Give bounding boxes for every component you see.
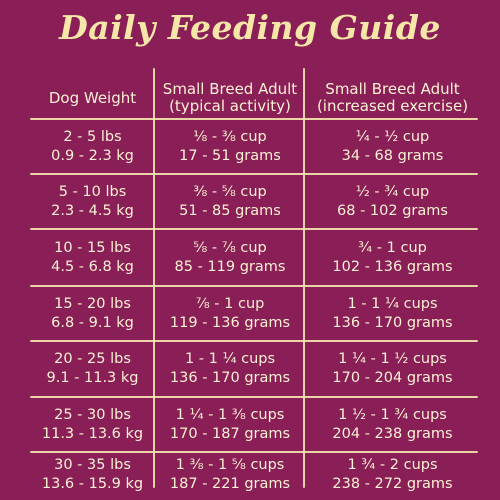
typical-grams: 136 - 170 grams bbox=[169, 369, 291, 386]
header-dog-weight-label: Dog Weight bbox=[48, 88, 137, 107]
typical-cell: ⅜ - ⅝ cup 51 - 85 grams bbox=[155, 173, 305, 230]
typical-grams: 170 - 187 grams bbox=[169, 425, 291, 442]
exercise-cups: 1 ½ - 1 ¾ cups bbox=[338, 406, 447, 423]
typical-cups: ⅞ - 1 cup bbox=[195, 295, 265, 312]
row-divider bbox=[30, 451, 478, 453]
exercise-cell: ½ - ¾ cup 68 - 102 grams bbox=[305, 173, 480, 230]
weight-cell: 30 - 35 lbs 13.6 - 15.9 kg bbox=[30, 452, 155, 498]
exercise-cell: 1 ½ - 1 ¾ cups 204 - 238 grams bbox=[305, 396, 480, 453]
table-row: 25 - 30 lbs 11.3 - 13.6 kg 1 ¼ - 1 ⅜ cups… bbox=[30, 396, 480, 453]
exercise-cups: 1 - 1 ¼ cups bbox=[347, 295, 438, 312]
weight-cell: 20 - 25 lbs 9.1 - 11.3 kg bbox=[30, 340, 155, 397]
exercise-cell: ¼ - ½ cup 34 - 68 grams bbox=[305, 118, 480, 175]
weight-kg: 13.6 - 15.9 kg bbox=[41, 476, 144, 492]
weight-kg: 2.3 - 4.5 kg bbox=[51, 202, 134, 219]
exercise-grams: 102 - 136 grams bbox=[332, 258, 453, 275]
header-exercise-line2: (increased exercise) bbox=[316, 97, 469, 115]
table-row: 30 - 35 lbs 13.6 - 15.9 kg 1 ⅜ - 1 ⅝ cups… bbox=[30, 452, 480, 498]
weight-kg: 6.8 - 9.1 kg bbox=[51, 314, 134, 331]
weight-cell: 15 - 20 lbs 6.8 - 9.1 kg bbox=[30, 285, 155, 342]
weight-lbs: 20 - 25 lbs bbox=[54, 350, 131, 367]
table-row: 10 - 15 lbs 4.5 - 6.8 kg ⅝ - ⅞ cup 85 - 11… bbox=[30, 229, 480, 286]
typical-grams: 51 - 85 grams bbox=[179, 202, 281, 219]
header-typical-activity: Small Breed Adult (typical activity) bbox=[155, 80, 305, 116]
weight-kg: 9.1 - 11.3 kg bbox=[46, 369, 139, 386]
header-exercise-line1: Small Breed Adult bbox=[325, 80, 460, 98]
exercise-cups: 1 ¼ - 1 ½ cups bbox=[338, 350, 447, 367]
row-divider bbox=[30, 118, 478, 120]
typical-cups: ⅛ - ⅜ cup bbox=[193, 128, 267, 145]
header-typical-line2: (typical activity) bbox=[169, 97, 291, 115]
weight-lbs: 15 - 20 lbs bbox=[54, 295, 131, 312]
header-typical-line1: Small Breed Adult bbox=[162, 80, 298, 98]
typical-cell: ⅞ - 1 cup 119 - 136 grams bbox=[155, 285, 305, 342]
weight-cell: 5 - 10 lbs 2.3 - 4.5 kg bbox=[30, 173, 155, 230]
weight-cell: 2 - 5 lbs 0.9 - 2.3 kg bbox=[30, 118, 155, 175]
typical-grams: 17 - 51 grams bbox=[179, 147, 281, 164]
header-increased-exercise: Small Breed Adult (increased exercise) bbox=[305, 80, 480, 116]
typical-cell: ⅛ - ⅜ cup 17 - 51 grams bbox=[155, 118, 305, 175]
typical-cell: ⅝ - ⅞ cup 85 - 119 grams bbox=[155, 229, 305, 286]
exercise-cell: ¾ - 1 cup 102 - 136 grams bbox=[305, 229, 480, 286]
weight-lbs: 2 - 5 lbs bbox=[63, 128, 122, 145]
exercise-grams: 136 - 170 grams bbox=[332, 314, 453, 331]
exercise-cell: 1 ¼ - 1 ½ cups 170 - 204 grams bbox=[305, 340, 480, 397]
exercise-cups: 1 ¾ - 2 cups bbox=[347, 457, 438, 473]
exercise-cell: 1 ¾ - 2 cups 238 - 272 grams bbox=[305, 452, 480, 498]
exercise-grams: 204 - 238 grams bbox=[332, 425, 453, 442]
row-divider bbox=[30, 340, 478, 342]
exercise-grams: 170 - 204 grams bbox=[332, 369, 453, 386]
table-row: 15 - 20 lbs 6.8 - 9.1 kg ⅞ - 1 cup 119 - 1… bbox=[30, 285, 480, 342]
exercise-grams: 68 - 102 grams bbox=[337, 202, 448, 219]
typical-cups: ⅝ - ⅞ cup bbox=[193, 239, 267, 256]
row-divider bbox=[30, 228, 478, 230]
exercise-grams: 238 - 272 grams bbox=[332, 476, 453, 492]
page-title: Daily Feeding Guide bbox=[59, 8, 441, 47]
weight-lbs: 10 - 15 lbs bbox=[54, 239, 131, 256]
column-divider bbox=[303, 68, 305, 488]
exercise-cups: ½ - ¾ cup bbox=[355, 183, 430, 200]
exercise-cups: ¼ - ½ cup bbox=[355, 128, 430, 145]
typical-cell: 1 ¼ - 1 ⅜ cups 170 - 187 grams bbox=[155, 396, 305, 453]
table-row: 5 - 10 lbs 2.3 - 4.5 kg ⅜ - ⅝ cup 51 - 85 … bbox=[30, 173, 480, 230]
table-row: 2 - 5 lbs 0.9 - 2.3 kg ⅛ - ⅜ cup 17 - 51 g… bbox=[30, 118, 480, 175]
typical-cups: ⅜ - ⅝ cup bbox=[193, 183, 267, 200]
typical-grams: 85 - 119 grams bbox=[174, 258, 286, 275]
exercise-cell: 1 - 1 ¼ cups 136 - 170 grams bbox=[305, 285, 480, 342]
weight-cell: 25 - 30 lbs 11.3 - 13.6 kg bbox=[30, 396, 155, 453]
typical-grams: 187 - 221 grams bbox=[169, 476, 291, 492]
weight-kg: 0.9 - 2.3 kg bbox=[51, 147, 134, 164]
header-dog-weight: Dog Weight bbox=[30, 80, 155, 116]
exercise-grams: 34 - 68 grams bbox=[341, 147, 444, 164]
weight-kg: 4.5 - 6.8 kg bbox=[51, 258, 134, 275]
typical-cell: 1 ⅜ - 1 ⅝ cups 187 - 221 grams bbox=[155, 452, 305, 498]
typical-grams: 119 - 136 grams bbox=[169, 314, 291, 331]
column-divider bbox=[153, 68, 155, 488]
row-divider bbox=[30, 285, 478, 287]
typical-cups: 1 ⅜ - 1 ⅝ cups bbox=[175, 457, 285, 473]
row-divider bbox=[30, 396, 478, 398]
row-divider bbox=[30, 173, 478, 175]
weight-lbs: 25 - 30 lbs bbox=[54, 406, 131, 423]
weight-lbs: 5 - 10 lbs bbox=[58, 183, 127, 200]
exercise-cups: ¾ - 1 cup bbox=[358, 239, 427, 256]
typical-cell: 1 - 1 ¼ cups 136 - 170 grams bbox=[155, 340, 305, 397]
weight-cell: 10 - 15 lbs 4.5 - 6.8 kg bbox=[30, 229, 155, 286]
typical-cups: 1 - 1 ¼ cups bbox=[184, 350, 276, 367]
weight-kg: 11.3 - 13.6 kg bbox=[41, 425, 144, 442]
table-row: 20 - 25 lbs 9.1 - 11.3 kg 1 - 1 ¼ cups 136… bbox=[30, 340, 480, 397]
typical-cups: 1 ¼ - 1 ⅜ cups bbox=[175, 406, 285, 423]
weight-lbs: 30 - 35 lbs bbox=[54, 457, 131, 473]
